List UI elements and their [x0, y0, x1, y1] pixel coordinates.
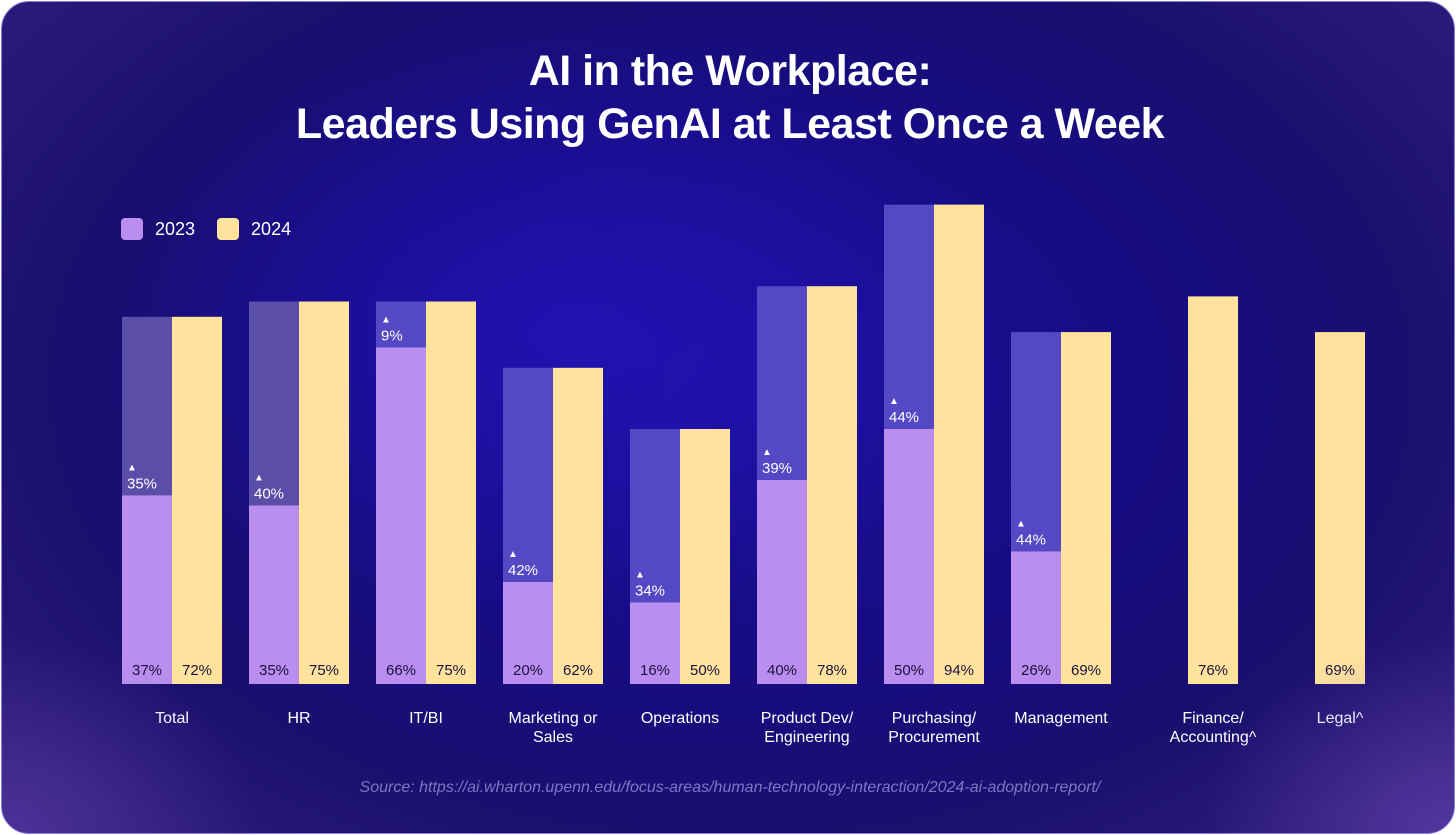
bar-2023 — [249, 505, 299, 684]
bar-2024 — [299, 301, 349, 684]
value-label-2024: 94% — [944, 662, 974, 679]
increase-arrow-icon: ▲ — [254, 473, 264, 484]
increase-label: 42% — [508, 562, 538, 579]
increase-label: 44% — [1016, 531, 1046, 548]
increase-arrow-icon: ▲ — [381, 314, 391, 325]
bar-chart: ▲ 35% 37% 72% Total ▲ 40% 35% 75% HR ▲ 9% 66% 75% IT/B… — [122, 204, 1365, 746]
bar-2024 — [426, 301, 476, 684]
value-label-2023: 35% — [259, 662, 289, 679]
bar-2023 — [884, 429, 934, 684]
category-label: Purchasing/ — [892, 710, 977, 727]
increase-band — [122, 316, 172, 496]
bar-2023 — [122, 495, 172, 684]
bar-2023 — [630, 602, 680, 684]
category-label: HR — [287, 710, 310, 727]
value-label-2024: 50% — [690, 662, 720, 679]
value-label-2023: 50% — [894, 662, 924, 679]
increase-band — [376, 301, 426, 348]
legend-swatch-2023 — [121, 218, 143, 240]
value-label-2024: 75% — [436, 662, 466, 679]
value-label-2024: 69% — [1325, 662, 1355, 679]
value-label-2023: 26% — [1021, 662, 1051, 679]
value-label-2024: 72% — [182, 662, 212, 679]
bar-2024 — [553, 367, 603, 684]
increase-label: 40% — [254, 486, 284, 503]
legend-item-2024: 2024 — [217, 218, 291, 240]
bar-2024 — [680, 429, 730, 684]
increase-label: 39% — [762, 460, 792, 477]
value-label-2024: 62% — [563, 662, 593, 679]
bar-2023 — [376, 347, 426, 684]
bar-2023 — [1011, 551, 1061, 684]
increase-label: 44% — [889, 409, 919, 426]
category-label: Finance/ — [1182, 710, 1244, 727]
chart-legend: 2023 2024 — [121, 218, 313, 240]
bar-2023 — [503, 582, 553, 684]
bar-2024 — [934, 204, 984, 684]
increase-band — [884, 204, 934, 429]
category-label: Operations — [641, 710, 719, 727]
increase-band — [757, 286, 807, 480]
legend-item-2023: 2023 — [121, 218, 195, 240]
category-label: IT/BI — [409, 710, 443, 727]
increase-arrow-icon: ▲ — [762, 447, 772, 458]
chart-title-line-1: AI in the Workplace: — [528, 47, 932, 95]
increase-arrow-icon: ▲ — [508, 549, 518, 560]
bar-2024 — [807, 286, 857, 684]
legend-swatch-2024 — [217, 218, 240, 240]
value-label-2024: 75% — [309, 662, 339, 679]
bar-2024 — [1188, 296, 1238, 684]
value-label-2023: 37% — [132, 662, 162, 679]
category-label: Sales — [533, 729, 573, 746]
increase-band — [1011, 332, 1061, 552]
value-label-2023: 40% — [767, 662, 797, 679]
value-label-2023: 66% — [386, 662, 416, 679]
increase-label: 35% — [127, 475, 157, 492]
category-label: Marketing or — [509, 710, 599, 727]
increase-band — [503, 367, 553, 582]
increase-band — [249, 301, 299, 506]
increase-label: 9% — [381, 327, 403, 344]
category-label: Total — [155, 710, 189, 727]
value-label-2024: 76% — [1198, 662, 1228, 679]
value-label-2024: 78% — [817, 662, 847, 679]
category-label: Product Dev/ — [761, 710, 854, 727]
category-label: Accounting^ — [1170, 729, 1257, 746]
category-label: Legal^ — [1317, 710, 1364, 727]
increase-arrow-icon: ▲ — [635, 569, 645, 580]
increase-band — [630, 429, 680, 603]
increase-arrow-icon: ▲ — [889, 396, 899, 407]
bar-2024 — [1061, 332, 1111, 684]
category-label: Procurement — [888, 729, 980, 746]
bar-2024 — [172, 316, 222, 684]
category-label: Engineering — [764, 729, 849, 746]
bar-2024 — [1315, 332, 1365, 684]
legend-label-2024: 2024 — [251, 218, 292, 239]
source-citation: Source: https://ai.wharton.upenn.edu/foc… — [359, 779, 1101, 796]
value-label-2023: 20% — [513, 662, 543, 679]
increase-label: 34% — [635, 582, 665, 599]
increase-arrow-icon: ▲ — [1016, 518, 1026, 529]
chart-title-line-2: Leaders Using GenAI at Least Once a Week — [295, 100, 1165, 148]
legend-label-2023: 2023 — [155, 218, 196, 239]
increase-arrow-icon: ▲ — [127, 462, 137, 473]
bar-2023 — [757, 480, 807, 684]
value-label-2023: 16% — [640, 662, 670, 679]
category-label: Management — [1014, 710, 1108, 727]
value-label-2024: 69% — [1071, 662, 1101, 679]
